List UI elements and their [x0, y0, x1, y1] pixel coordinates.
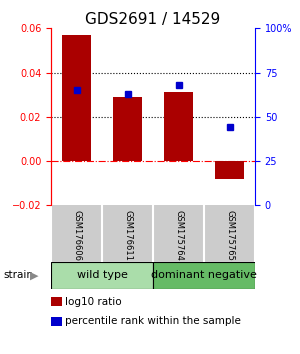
Text: log10 ratio: log10 ratio	[65, 297, 122, 307]
Text: GSM176611: GSM176611	[123, 210, 132, 261]
Text: ▶: ▶	[30, 270, 39, 280]
Bar	[153, 262, 255, 289]
Bar	[113, 97, 142, 161]
Text: wild type: wild type	[76, 270, 128, 280]
Bar	[215, 161, 244, 179]
Bar	[62, 35, 91, 161]
Bar	[51, 262, 153, 289]
Text: GSM176606: GSM176606	[72, 210, 81, 261]
Title: GDS2691 / 14529: GDS2691 / 14529	[85, 12, 220, 27]
Text: GSM175764: GSM175764	[174, 210, 183, 261]
Text: percentile rank within the sample: percentile rank within the sample	[65, 316, 241, 326]
Text: GSM175765: GSM175765	[225, 210, 234, 261]
Text: strain: strain	[3, 270, 33, 280]
Text: dominant negative: dominant negative	[151, 270, 257, 280]
Bar	[164, 92, 193, 161]
